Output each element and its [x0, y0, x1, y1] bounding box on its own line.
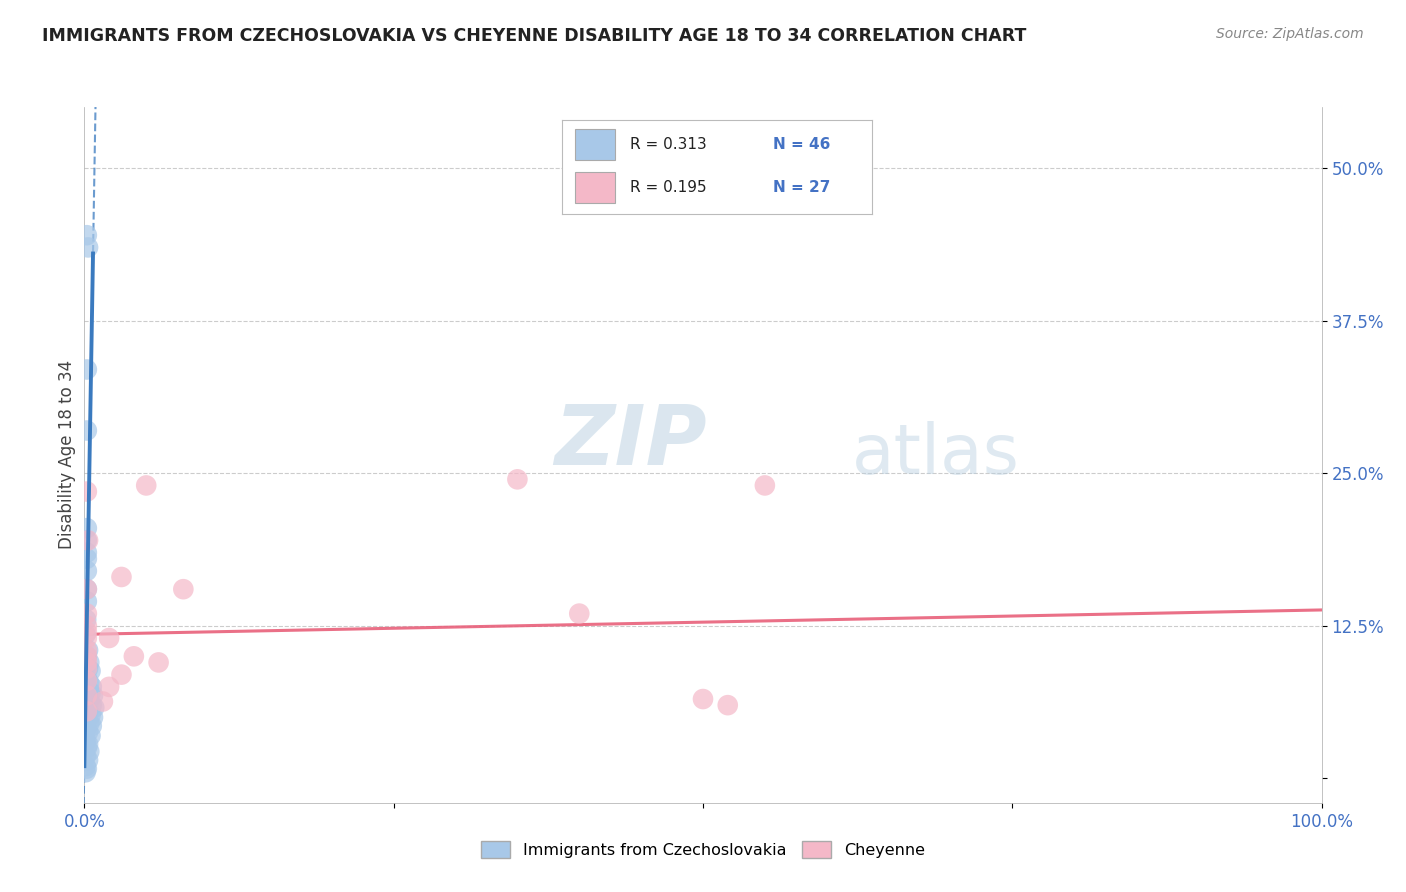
Point	[76, 673, 98, 688]
Point	[692, 692, 714, 706]
Point	[75, 759, 97, 773]
Point	[76, 661, 98, 675]
Point	[76, 671, 98, 685]
Point	[76, 582, 98, 597]
Point	[754, 478, 776, 492]
Point	[98, 680, 121, 694]
Point	[98, 631, 121, 645]
Text: R = 0.195: R = 0.195	[630, 180, 707, 194]
Point	[76, 607, 98, 621]
Point	[77, 661, 100, 675]
FancyBboxPatch shape	[575, 128, 614, 160]
Point	[80, 719, 103, 733]
Point	[76, 656, 98, 670]
Point	[110, 667, 132, 681]
Point	[110, 570, 132, 584]
Point	[172, 582, 194, 597]
Text: atlas: atlas	[852, 421, 1019, 489]
Point	[76, 740, 98, 755]
Point	[76, 689, 98, 703]
Point	[76, 545, 98, 559]
Point	[76, 228, 98, 243]
Point	[91, 694, 114, 708]
FancyBboxPatch shape	[575, 172, 614, 202]
Point	[79, 694, 101, 708]
Point	[76, 484, 98, 499]
Point	[79, 745, 101, 759]
Point	[75, 765, 97, 780]
Point	[76, 564, 98, 578]
Point	[79, 707, 101, 722]
Point	[148, 656, 170, 670]
Point	[122, 649, 145, 664]
Text: N = 27: N = 27	[773, 180, 830, 194]
Point	[76, 624, 98, 639]
Point	[79, 729, 101, 743]
Point	[76, 649, 98, 664]
Point	[76, 631, 98, 645]
Text: ZIP: ZIP	[554, 401, 707, 482]
Point	[135, 478, 157, 492]
Point	[76, 649, 98, 664]
Point	[77, 737, 100, 751]
Point	[76, 643, 98, 657]
Point	[80, 680, 103, 694]
Point	[76, 424, 98, 438]
Point	[79, 656, 101, 670]
Point	[83, 700, 105, 714]
Point	[77, 240, 100, 254]
Point	[79, 716, 101, 731]
Point	[76, 704, 98, 718]
Text: Source: ZipAtlas.com: Source: ZipAtlas.com	[1216, 27, 1364, 41]
Point	[75, 627, 97, 641]
Point	[76, 619, 98, 633]
Text: IMMIGRANTS FROM CZECHOSLOVAKIA VS CHEYENNE DISABILITY AGE 18 TO 34 CORRELATION C: IMMIGRANTS FROM CZECHOSLOVAKIA VS CHEYEN…	[42, 27, 1026, 45]
Point	[82, 689, 104, 703]
Point	[76, 594, 98, 608]
Point	[717, 698, 740, 713]
Point	[79, 664, 101, 678]
Point	[76, 551, 98, 566]
Point	[506, 472, 529, 486]
Point	[76, 582, 98, 597]
Point	[80, 698, 103, 713]
Point	[77, 753, 100, 767]
Text: N = 46: N = 46	[773, 136, 830, 152]
Point	[77, 533, 100, 548]
Y-axis label: Disability Age 18 to 34: Disability Age 18 to 34	[58, 360, 76, 549]
Point	[568, 607, 591, 621]
Point	[79, 686, 101, 700]
Point	[75, 723, 97, 737]
Point	[76, 762, 98, 776]
Point	[76, 533, 98, 548]
Point	[77, 704, 100, 718]
Text: R = 0.313: R = 0.313	[630, 136, 707, 152]
Point	[82, 710, 104, 724]
Legend: Immigrants from Czechoslovakia, Cheyenne: Immigrants from Czechoslovakia, Cheyenne	[475, 834, 931, 864]
Point	[79, 676, 101, 690]
Point	[77, 725, 100, 739]
Point	[75, 735, 97, 749]
Point	[76, 362, 98, 376]
Point	[75, 613, 97, 627]
Point	[76, 521, 98, 535]
Point	[77, 643, 100, 657]
Point	[75, 749, 97, 764]
Point	[76, 692, 98, 706]
Point	[77, 682, 100, 697]
Point	[76, 713, 98, 727]
